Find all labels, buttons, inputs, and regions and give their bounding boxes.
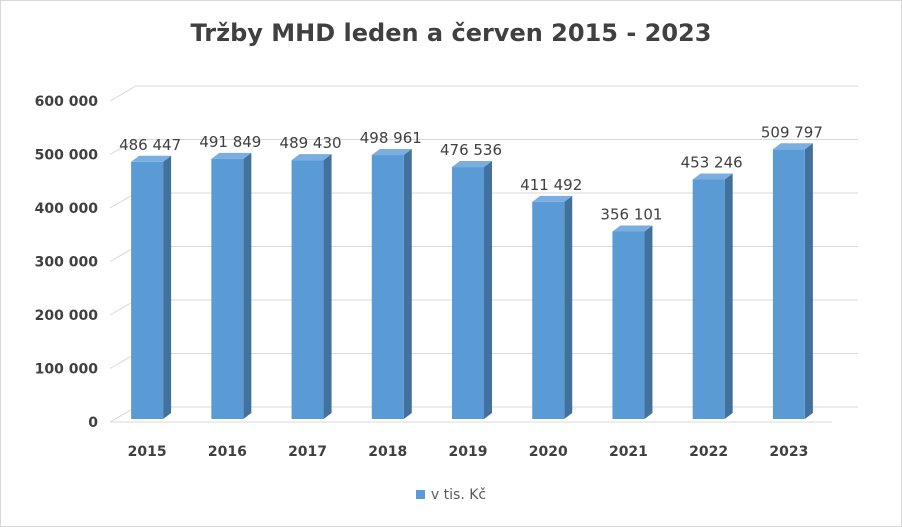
bar-top (692, 173, 733, 180)
bar (291, 160, 324, 419)
data-label: 453 246 (681, 154, 743, 172)
bar (612, 231, 645, 419)
y-tick-label: 300 000 (35, 255, 99, 271)
x-tick-label: 2015 (128, 444, 167, 460)
bar (772, 149, 805, 419)
data-label: 486 447 (119, 136, 181, 154)
data-label: 411 492 (520, 176, 582, 194)
data-label: 476 536 (440, 141, 502, 159)
bar (131, 161, 164, 419)
legend-label: v tis. Kč (430, 487, 487, 503)
bar-side (804, 143, 813, 419)
data-label: 356 101 (600, 205, 662, 223)
data-label: 491 849 (199, 133, 261, 151)
bar-side (484, 161, 492, 420)
bar-side (163, 155, 172, 419)
x-tick-label: 2021 (609, 444, 648, 460)
x-tick-label: 2022 (689, 444, 728, 460)
data-label: 509 797 (761, 123, 823, 141)
y-tick-label: 100 000 (35, 362, 99, 378)
bar (452, 167, 484, 419)
x-tick-label: 2017 (288, 444, 327, 460)
y-tick-label: 400 000 (35, 201, 99, 217)
bar-side (564, 195, 573, 419)
bar-side (644, 225, 653, 419)
y-tick-label: 200 000 (35, 308, 99, 324)
bar (371, 155, 404, 420)
bar (692, 179, 725, 419)
x-tick-label: 2019 (449, 444, 488, 460)
gridline-depth (109, 85, 137, 102)
x-tick-label: 2023 (769, 444, 808, 460)
bar-side (323, 154, 332, 419)
x-tick-label: 2016 (208, 444, 247, 460)
bar-top (612, 225, 653, 232)
bar-side (724, 173, 733, 419)
bar-top (291, 154, 332, 161)
bar-top (772, 143, 813, 150)
bar-top (131, 155, 172, 162)
x-tick-label: 2020 (529, 444, 568, 460)
bar-top (532, 195, 573, 202)
data-label: 489 430 (280, 134, 342, 152)
chart-title: Tržby MHD leden a červen 2015 - 2023 (190, 19, 712, 47)
gridline-depth (109, 139, 137, 155)
legend: v tis. Kč (1, 487, 901, 503)
legend-swatch (415, 490, 425, 499)
bar (211, 158, 244, 419)
bar-side (403, 149, 412, 420)
bar-top (211, 152, 252, 159)
y-tick-label: 600 000 (35, 94, 99, 110)
y-tick-label: 0 (88, 415, 98, 431)
data-label: 498 961 (360, 129, 422, 147)
bar-side (243, 152, 252, 419)
bar-top (452, 161, 492, 168)
bar (532, 201, 565, 419)
y-tick-label: 500 000 (35, 148, 99, 164)
x-tick-label: 2018 (368, 444, 407, 460)
bar-top (371, 149, 412, 156)
